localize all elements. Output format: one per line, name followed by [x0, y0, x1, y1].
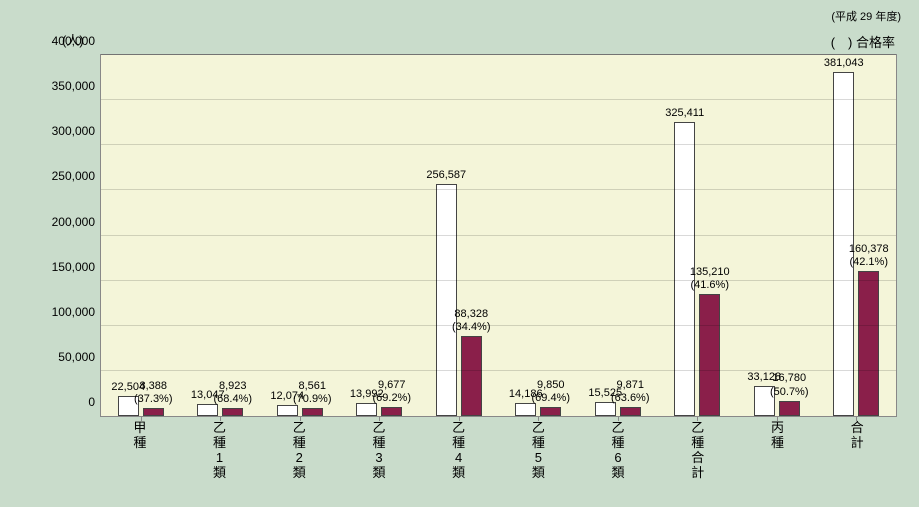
x-axis-label: 乙種2類: [293, 421, 306, 481]
bar-examinees: [277, 405, 298, 416]
x-axis-label: 乙種5類: [532, 421, 545, 481]
x-axis-label: 丙種: [771, 421, 784, 451]
grid-line: [101, 280, 896, 281]
x-axis-label: 乙種1類: [213, 421, 226, 481]
value-label-passers: 88,328(34.4%): [452, 308, 491, 334]
value-label-passers: 8,561(70.9%): [293, 380, 332, 406]
bar-passers: [779, 401, 800, 416]
bar-passers: [620, 407, 641, 416]
x-axis-label: 乙種6類: [612, 421, 625, 481]
x-axis-label: 乙種合計: [691, 421, 704, 481]
x-axis-label: 甲種: [133, 421, 146, 451]
bar-passers: [699, 294, 720, 416]
grid-line: [101, 235, 896, 236]
chart-container: (平成 29 年度) ( ) 合格率 (人) 受験者数 合格者数 22,5048…: [0, 0, 919, 507]
y-tick-label: 50,000: [58, 350, 95, 364]
value-label-examinees: 256,587: [426, 169, 466, 182]
value-label-passers: 8,388(37.3%): [134, 380, 173, 406]
bar-passers: [858, 271, 879, 416]
y-tick-label: 150,000: [52, 260, 95, 274]
y-tick-label: 100,000: [52, 305, 95, 319]
bar-passers: [540, 407, 561, 416]
grid-line: [101, 325, 896, 326]
grid-line: [101, 99, 896, 100]
x-axis-label: 乙種3類: [372, 421, 385, 481]
bars-layer: 22,5048,388(37.3%)13,0478,923(68.4%)12,0…: [101, 55, 896, 416]
plot-area: 22,5048,388(37.3%)13,0478,923(68.4%)12,0…: [100, 54, 897, 417]
grid-line: [101, 189, 896, 190]
value-label-passers: 9,871(63.6%): [611, 379, 650, 405]
bar-examinees: [436, 184, 457, 416]
value-label-examinees: 325,411: [665, 107, 704, 120]
y-tick-label: 200,000: [52, 215, 95, 229]
bar-passers: [222, 408, 243, 416]
value-label-passers: 160,378(42.1%): [849, 243, 889, 269]
y-tick-label: 300,000: [52, 124, 95, 138]
bar-passers: [302, 408, 323, 416]
grid-line: [101, 54, 896, 55]
grid-line: [101, 144, 896, 145]
y-tick-label: 0: [88, 395, 95, 409]
grid-line: [101, 370, 896, 371]
bar-examinees: [197, 404, 218, 416]
bar-passers: [381, 407, 402, 416]
y-tick-label: 400,000: [52, 34, 95, 48]
value-label-examinees: 381,043: [824, 57, 864, 70]
chart-area: 受験者数 合格者数 22,5048,388(37.3%)13,0478,923(…: [12, 30, 907, 495]
x-axis-labels: 甲種 乙種1類 乙種2類 乙種3類 乙種4類 乙種5類 乙種6類 乙種合計 丙種 合計: [100, 419, 897, 489]
value-label-passers: 9,850(69.4%): [531, 379, 570, 405]
value-label-passers: 16,780(50.7%): [770, 372, 809, 398]
bar-passers: [461, 336, 482, 416]
bar-passers: [143, 408, 164, 416]
x-axis-label: 合計: [851, 421, 864, 451]
fiscal-year-note: (平成 29 年度): [12, 8, 907, 24]
y-tick-label: 250,000: [52, 169, 95, 183]
y-tick-label: 350,000: [52, 79, 95, 93]
x-axis-label: 乙種4類: [452, 421, 465, 481]
value-label-passers: 9,677(69.2%): [372, 379, 411, 405]
value-label-passers: 8,923(68.4%): [213, 380, 252, 406]
